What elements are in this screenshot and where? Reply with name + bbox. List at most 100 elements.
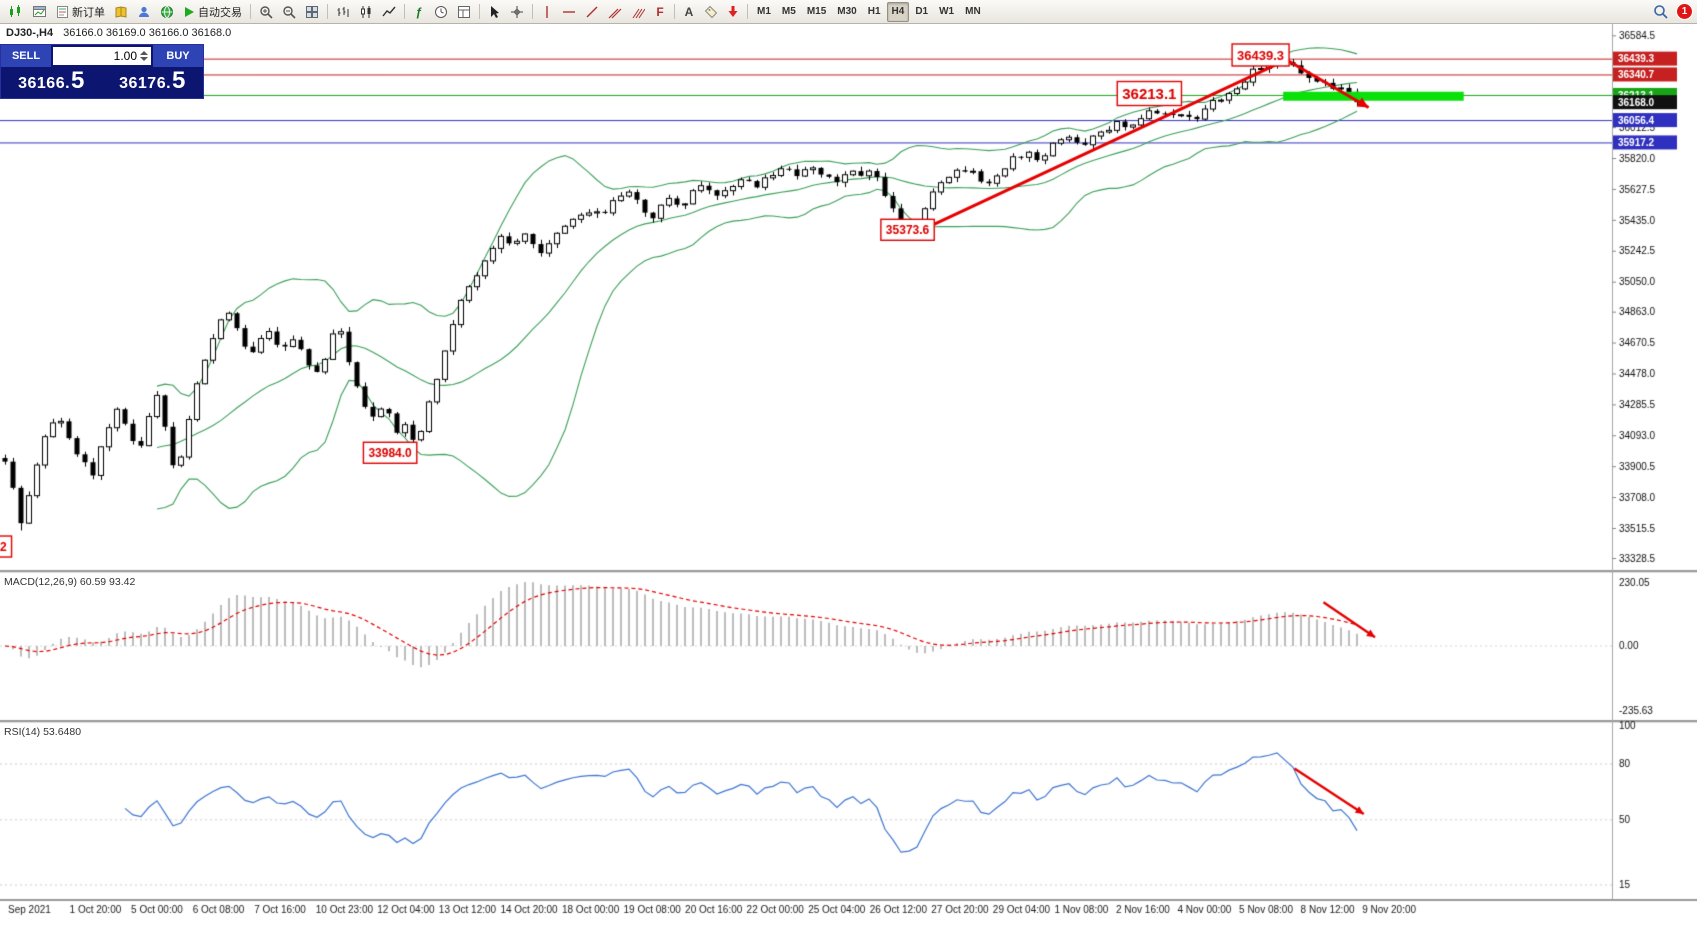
macd-indicator-label: MACD(12,26,9) 60.59 93.42 <box>4 576 136 588</box>
pitchfork-button[interactable] <box>627 2 649 22</box>
templates-button[interactable] <box>453 2 475 22</box>
cursor-arrow-icon <box>488 5 501 19</box>
candlestick-chart-icon <box>8 4 23 19</box>
trendline-button[interactable] <box>581 2 603 22</box>
toolbar-separator <box>532 4 533 19</box>
channel-button[interactable] <box>604 2 626 22</box>
symbol-header: DJ30-,H4 36166.0 36169.0 36166.0 36168.0 <box>6 27 231 39</box>
volume-steppers[interactable] <box>140 51 148 61</box>
autotrade-label: 自动交易 <box>198 6 242 19</box>
volume-down-icon[interactable] <box>140 57 148 61</box>
timeframe-group: M1 M5 M15 M30 H1 H4 D1 W1 MN <box>752 1 986 22</box>
buy-button[interactable]: BUY <box>153 45 203 67</box>
new-order-label: 新订单 <box>72 6 105 19</box>
sell-price[interactable]: 36166. 5 <box>1 67 102 98</box>
new-chart-button[interactable] <box>4 2 27 22</box>
channel-icon <box>608 5 622 19</box>
search-icon <box>1653 4 1668 19</box>
text-label-button[interactable] <box>700 2 722 22</box>
arrow-shape-icon <box>727 5 739 18</box>
trendline-icon <box>585 5 599 19</box>
timeframe-d1-button[interactable]: D1 <box>910 2 933 22</box>
zoom-out-icon <box>282 5 296 19</box>
bar-chart-mode-button[interactable] <box>332 2 354 22</box>
text-button[interactable]: A <box>679 2 699 22</box>
timeframe-m5-button[interactable]: M5 <box>777 2 801 22</box>
one-click-price-row: 36166. 5 36176. 5 <box>1 67 203 98</box>
zoom-in-button[interactable] <box>255 2 277 22</box>
search-button[interactable] <box>1649 2 1672 22</box>
indicators-icon: ƒ <box>415 4 423 19</box>
history-center-button[interactable] <box>110 2 132 22</box>
crosshair-icon <box>510 5 524 19</box>
template-icon <box>457 5 471 19</box>
toolbar-separator <box>674 4 675 19</box>
chart-canvas[interactable] <box>0 24 1697 942</box>
volume-up-icon[interactable] <box>140 51 148 55</box>
fibonacci-icon: F <box>656 4 664 19</box>
community-button[interactable] <box>133 2 155 22</box>
new-order-button[interactable]: 新订单 <box>52 2 109 22</box>
toolbar-separator <box>747 4 748 19</box>
crosshair-button[interactable] <box>506 2 528 22</box>
timeframe-w1-button[interactable]: W1 <box>934 2 959 22</box>
one-click-top-row: SELL 1.00 BUY <box>1 45 203 67</box>
volume-field[interactable]: 1.00 <box>53 47 151 65</box>
zoom-in-icon <box>259 5 273 19</box>
symbol-name: DJ30-,H4 <box>6 27 54 39</box>
symbol-ohlc: 36166.0 36169.0 36166.0 36168.0 <box>63 27 232 39</box>
new-order-icon <box>56 5 69 19</box>
timeframe-mn-button[interactable]: MN <box>960 2 986 22</box>
candle-mode-icon <box>359 5 373 19</box>
periods-button[interactable] <box>430 2 452 22</box>
buy-price-int: 36176. <box>119 75 172 92</box>
line-chart-icon <box>382 5 396 19</box>
line-mode-button[interactable] <box>378 2 400 22</box>
cursor-button[interactable] <box>484 2 505 22</box>
bar-chart-icon <box>336 5 350 19</box>
tile-windows-icon <box>305 5 319 19</box>
horizontal-line-icon <box>562 6 576 18</box>
book-icon <box>114 5 128 19</box>
tag-icon <box>704 5 718 19</box>
text-icon: A <box>684 4 694 19</box>
chart-area: DJ30-,H4 36166.0 36169.0 36166.0 36168.0 … <box>0 24 1697 942</box>
buy-price[interactable]: 36176. 5 <box>102 67 203 98</box>
zoom-out-button[interactable] <box>278 2 300 22</box>
timeframe-m1-button[interactable]: M1 <box>752 2 776 22</box>
rsi-indicator-label: RSI(14) 53.6480 <box>4 726 82 738</box>
horizontal-line-button[interactable] <box>558 2 580 22</box>
tile-windows-button[interactable] <box>301 2 323 22</box>
timeframe-h4-button[interactable]: H4 <box>886 1 910 22</box>
indicators-button[interactable]: ƒ <box>409 2 429 22</box>
market-button[interactable] <box>156 2 178 22</box>
timeframe-m15-button[interactable]: M15 <box>802 2 831 22</box>
autotrade-button[interactable]: 自动交易 <box>179 2 246 22</box>
toolbar-separator <box>327 4 328 19</box>
toolbar-right-group: 1 <box>1649 2 1693 22</box>
chart-profiles-button[interactable] <box>28 2 51 22</box>
chart-window-icon <box>32 4 47 19</box>
sell-button[interactable]: SELL <box>1 45 51 67</box>
fibonacci-button[interactable]: F <box>650 2 670 22</box>
play-icon <box>183 6 195 18</box>
sell-price-int: 36166. <box>18 75 71 92</box>
user-icon <box>137 5 151 19</box>
toolbar-separator <box>479 4 480 19</box>
vertical-line-button[interactable] <box>537 2 557 22</box>
buy-price-dec: 5 <box>172 67 186 94</box>
volume-value: 1.00 <box>113 49 137 63</box>
candle-mode-button[interactable] <box>355 2 377 22</box>
notification-badge[interactable]: 1 <box>1676 3 1693 20</box>
arrows-button[interactable] <box>723 2 743 22</box>
globe-icon <box>160 5 174 19</box>
sell-price-dec: 5 <box>71 67 85 94</box>
pitchfork-icon <box>631 5 645 19</box>
vertical-line-icon <box>541 5 553 19</box>
toolbar-separator <box>250 4 251 19</box>
timeframe-h1-button[interactable]: H1 <box>863 2 886 22</box>
main-toolbar: 新订单 自动交易 ƒ F A M1 M5 M1 <box>0 0 1697 24</box>
clock-icon <box>434 5 448 19</box>
timeframe-m30-button[interactable]: M30 <box>832 2 861 22</box>
